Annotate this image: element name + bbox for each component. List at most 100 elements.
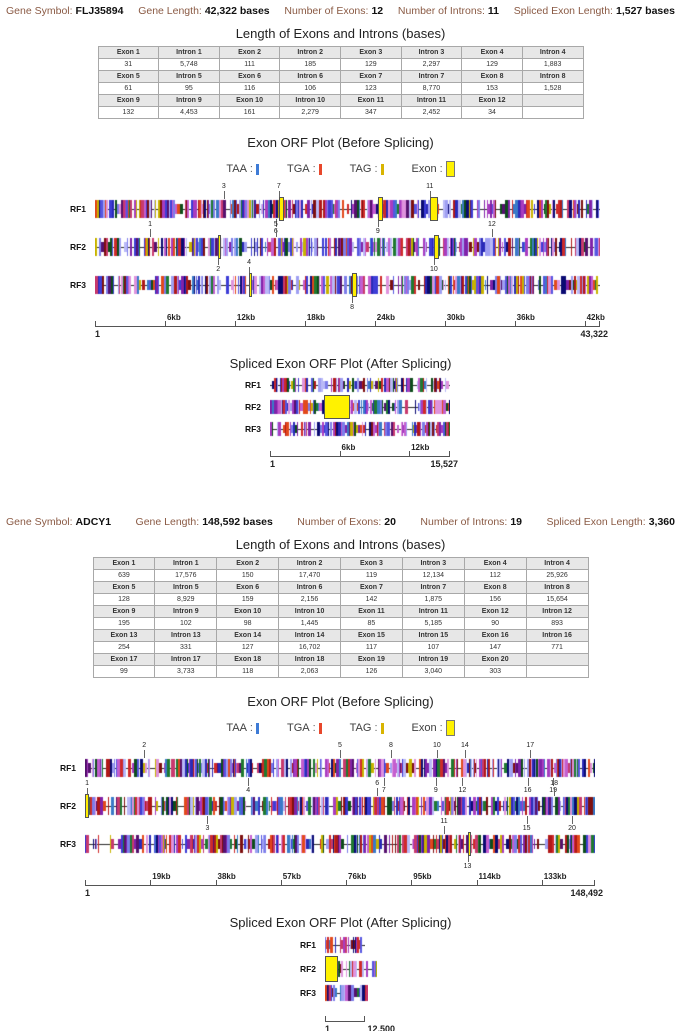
exon-marker-number: 9 [375,228,380,235]
orf-barcode [95,199,600,219]
legend-colon: : [249,722,253,734]
table-value-cell: 111 [218,58,281,71]
num-exons-label: Number of Exons: [297,516,382,528]
axis-tick-label: 57kb [282,872,302,881]
num-introns-value: 11 [487,5,499,17]
reading-frame-row: RF3 [285,984,681,1002]
table-value-cell: 116 [218,82,281,95]
table-header-cell: Intron 2 [278,557,341,570]
stop-codon-tick-icon [255,163,259,175]
table-value-cell: 61 [97,82,160,95]
gene-symbol-label: Gene Symbol: [6,5,73,17]
table-value-cell: 1,445 [278,617,341,630]
exon-marker-number: 8 [389,742,393,749]
legend-item: TGA : [287,722,322,734]
table-value-cell: 127 [216,641,280,654]
reading-frame-label: RF3 [59,839,76,849]
table-header-cell: Exon 3 [340,46,402,59]
table-value-cell: 31 [97,58,160,71]
table-value-cell: 2,063 [278,665,341,678]
axis-tick-label: 6kb [341,443,356,452]
reading-frame-label: RF3 [69,280,86,290]
table-header-cell: Exon 7 [340,70,402,83]
table-header-cell: Intron 19 [401,653,465,666]
table-header-cell: Intron 10 [278,605,341,618]
table-header-cell: Intron 5 [154,581,218,594]
axis-start-label: 1 [85,888,91,898]
table-header-cell: Exon 20 [463,653,527,666]
exon-marker-number: 1 [85,780,89,787]
axis-tick-label: 36kb [516,313,535,322]
stop-codon-tick-icon [318,163,322,175]
axis-tick [584,321,586,327]
exon-marker-number: 11 [440,818,448,825]
orf-axis: 19kb 38kb 57kb 76kb 95kb 114kb 133kb 1 148,492 [85,872,603,906]
axis-tick [374,321,376,327]
exon-marker-number: 13 [463,863,472,870]
table-header-cell: Exon 10 [216,605,280,618]
exon-marker-number: 6 [375,780,380,787]
table-value-cell: 17,470 [278,569,341,582]
table-value-cell: 90 [463,617,527,630]
table-header-cell: Exon 2 [216,557,280,570]
exon-intron-table-title: Length of Exons and Introns (bases) [235,26,446,41]
table-value-cell: 8,929 [154,593,218,606]
gene-length-label: Gene Length: [138,5,202,17]
exon-marker-number: 7 [381,787,386,794]
exon-marker-line [150,229,152,237]
legend-item: TAG : [350,722,384,734]
exon-marker-line [87,788,89,796]
reading-frame-label: RF3 [299,988,316,998]
table-header-cell: Exon 11 [340,94,402,107]
orf-barcode [95,275,600,295]
table-header-cell: Intron 8 [521,70,584,83]
table-value-row: 31 5,748 111 185 129 2,297 129 1,883 [97,58,584,71]
exon-box-icon [445,161,455,177]
table-header-cell: Intron 1 [154,557,218,570]
table-header-row: Exon 5 Intron 5 Exon 6 Intron 6 Exon 7 Intron… [92,581,589,594]
axis-tick [514,321,516,327]
legend-item: TGA : [287,163,322,175]
axis-end-label: 43,322 [580,329,608,339]
table-header-cell: Exon 4 [461,46,523,59]
table-header-cell: Intron 13 [154,629,218,642]
axis-tick [339,451,341,457]
table-header-cell: Exon 11 [340,605,403,618]
exon-marker-line [207,816,209,824]
spliced-orf-axis: 6kb 12kb 1 15,527 [270,443,458,477]
table-value-cell: 12,134 [401,569,465,582]
spliced-length-pair: Spliced Exon Length: 1,527 bases [514,5,675,17]
table-header-cell: Exon 2 [218,46,281,59]
orf-barcode [95,237,600,257]
orf-track: 1 5 12 2 10 [95,221,600,273]
exon-box-icon [445,720,455,736]
axis-tick-label: 42kb [586,313,605,322]
axis-end-tick [364,1016,365,1022]
table-header-cell: Exon 14 [216,629,280,642]
exon-marker-number: 20 [568,825,576,832]
reading-frame-row: RF2 [285,956,681,982]
table-value-cell: 119 [340,569,403,582]
axis-tick [215,880,217,886]
axis-tick [476,880,478,886]
legend-colon: : [374,722,378,734]
axis-tick-label: 6kb [166,313,181,322]
spliced-length-pair: Spliced Exon Length: 3,360 [546,516,675,528]
exon-marker-line [144,750,146,758]
exon-marker-line [352,295,354,303]
gene-summary-bar: Gene Symbol: FLJ35894 Gene Length: 42,322 … [0,0,681,17]
table-value-cell: 150 [216,569,280,582]
table-value-cell: 142 [340,593,403,606]
table-value-row: 639 17,576 150 17,470 119 12,134 112 25,926 [92,569,589,582]
exon-marker-line [218,257,220,265]
exon-marker-line [435,778,437,786]
table-value-cell: 771 [525,641,589,654]
table-header-row: Exon 9 Intron 9 Exon 10 Intron 10 Exon 11 Int… [92,605,589,618]
num-introns-value: 19 [510,516,523,528]
axis-tick [280,880,282,886]
table-value-cell: 1,875 [401,593,465,606]
orf-track [325,984,368,1002]
table-header-cell: Exon 10 [218,94,281,107]
table-value-cell: 153 [461,82,523,95]
table-value-cell: 2,279 [279,106,341,119]
